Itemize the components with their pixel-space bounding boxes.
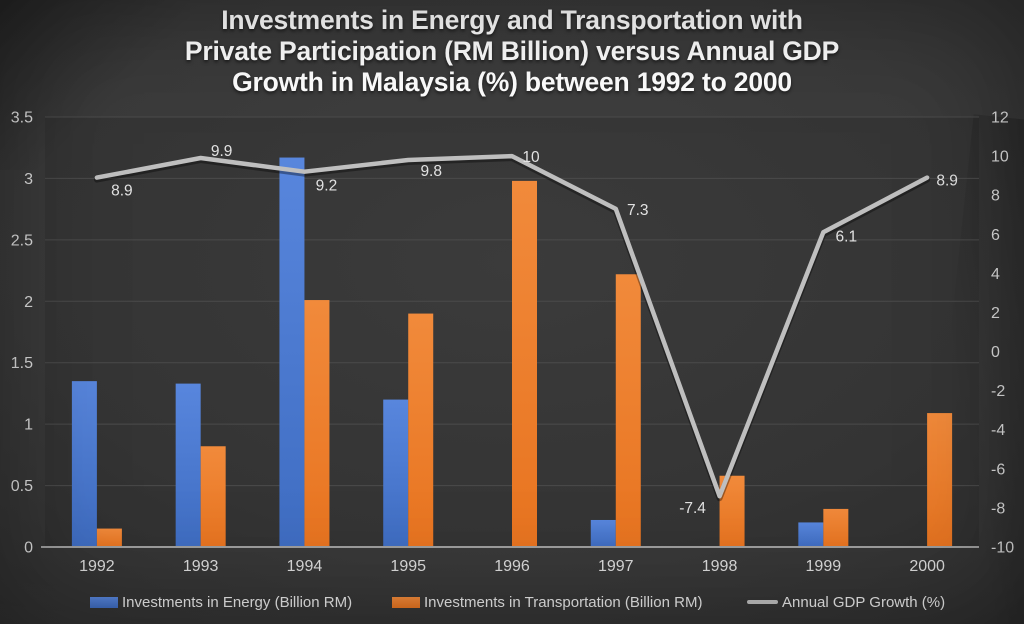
- x-axis-label-1996: 1996: [494, 558, 530, 575]
- bar-transportation-2000: [927, 413, 953, 547]
- legend-item-gdp-growth: Annual GDP Growth (%): [747, 591, 945, 613]
- bar-transportation-1997: [615, 274, 641, 547]
- left-axis-tick-0.5: 0.5: [11, 478, 33, 495]
- chart-title: Investments in Energy and Transportation…: [0, 5, 1024, 98]
- legend-swatch-transportation: [392, 596, 420, 608]
- x-axis-label-1997: 1997: [598, 558, 634, 575]
- left-axis-tick-2: 2: [24, 294, 33, 311]
- bar-transportation-1994: [304, 300, 330, 547]
- bar-transportation-1992: [96, 528, 122, 547]
- right-axis-tick--4: -4: [991, 422, 1005, 439]
- bar-energy-1993: [175, 383, 201, 547]
- bar-energy-1994: [279, 157, 305, 548]
- gdp-data-label-1998: -7.4: [679, 500, 706, 517]
- x-axis-label-1998: 1998: [702, 558, 738, 575]
- bar-energy-1997: [590, 519, 616, 547]
- gdp-data-label-2000: 8.9: [936, 173, 958, 190]
- gdp-data-label-1994: 9.2: [316, 178, 338, 195]
- legend-swatch-energy: [90, 596, 118, 608]
- left-axis-tick-0: 0: [24, 540, 33, 557]
- right-axis-tick-2: 2: [991, 305, 1000, 322]
- left-axis-tick-3.5: 3.5: [11, 110, 33, 127]
- bar-energy-1995: [383, 399, 409, 547]
- right-axis-tick--8: -8: [991, 500, 1005, 517]
- gdp-data-label-1997: 7.3: [627, 202, 649, 219]
- gdp-data-label-1996: 10: [522, 149, 540, 166]
- right-axis-tick-12: 12: [991, 110, 1009, 127]
- bar-energy-1992: [71, 381, 97, 547]
- chart-title-line3: Growth in Malaysia (%) between 1992 to 2…: [232, 67, 792, 97]
- x-axis-label-1992: 1992: [79, 558, 115, 575]
- legend-item-transportation: Investments in Transportation (Billion R…: [392, 591, 702, 613]
- legend-line-icon: [747, 600, 778, 604]
- bar-transportation-1995: [408, 313, 434, 547]
- right-axis-tick-0: 0: [991, 344, 1000, 361]
- left-axis-tick-1.5: 1.5: [11, 355, 33, 372]
- legend-label-energy: Investments in Energy (Billion RM): [122, 593, 353, 611]
- x-axis-label-1995: 1995: [390, 558, 426, 575]
- right-axis-tick-6: 6: [991, 227, 1000, 244]
- left-axis-tick-1: 1: [24, 417, 33, 434]
- bar-transportation-1996: [512, 180, 537, 547]
- gdp-data-label-1992: 8.9: [111, 183, 133, 200]
- x-axis-label-1993: 1993: [183, 558, 219, 575]
- gdp-data-label-1999: 6.1: [836, 228, 858, 245]
- x-axis-label-1994: 1994: [287, 558, 323, 575]
- bar-transportation-1993: [200, 446, 226, 547]
- gdp-data-label-1993: 9.9: [211, 143, 233, 160]
- chart-title-line2: Private Participation (RM Billion) versu…: [184, 36, 840, 66]
- legend-label-transportation: Investments in Transportation (Billion R…: [424, 593, 703, 611]
- right-axis-tick--2: -2: [991, 383, 1005, 400]
- gdp-data-label-1995: 9.8: [420, 163, 442, 180]
- left-axis-tick-2.5: 2.5: [11, 232, 33, 249]
- right-axis-tick--10: -10: [991, 540, 1014, 557]
- gdp-growth-line: [94, 153, 930, 499]
- chart-legend: Investments in Energy (Billion RM) Inves…: [0, 591, 1024, 615]
- x-axis-label-1999: 1999: [806, 558, 842, 575]
- bar-transportation-1999: [823, 508, 849, 547]
- chart-title-line1: Investments in Energy and Transportation…: [221, 5, 803, 35]
- right-axis-tick-10: 10: [991, 149, 1009, 166]
- right-axis-tick-4: 4: [991, 266, 1000, 283]
- right-axis-tick-8: 8: [991, 188, 1000, 205]
- left-axis-tick-3: 3: [24, 171, 33, 188]
- legend-item-energy: Investments in Energy (Billion RM): [90, 591, 352, 613]
- x-axis-label-2000: 2000: [909, 558, 945, 575]
- legend-label-gdp-growth: Annual GDP Growth (%): [782, 593, 946, 611]
- right-axis-tick--6: -6: [991, 461, 1005, 478]
- bar-energy-1999: [798, 522, 824, 547]
